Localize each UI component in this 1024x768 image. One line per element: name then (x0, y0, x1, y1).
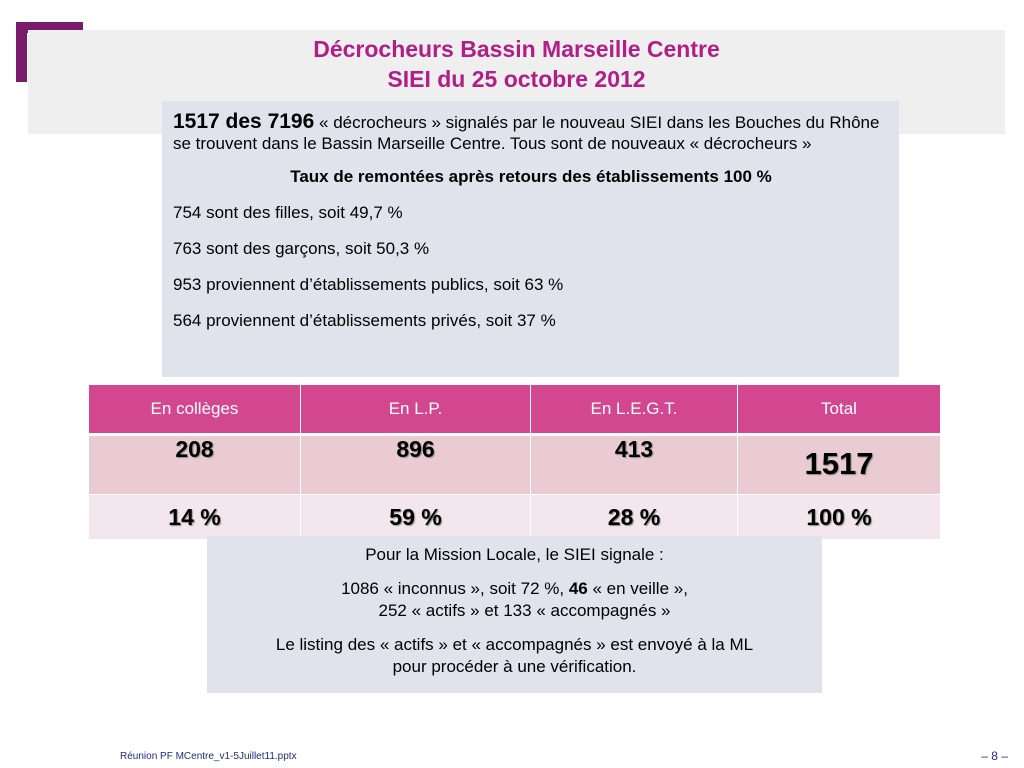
stat-boys: 763 sont des garçons, soit 50,3 % (173, 239, 430, 258)
count-legt: 413 (530, 434, 738, 495)
mission-listing: Le listing des « actifs » et « accompagn… (275, 635, 754, 654)
mission-counts: 1086 « inconnus », soit 72 %, 46 « en ve… (207, 578, 822, 600)
percent-colleges: 14 % (88, 494, 301, 540)
table-header-row: En collèges En L.P. En L.E.G.T. Total (88, 384, 941, 436)
count-total: 1517 (737, 434, 941, 495)
intro-count: 1517 des 7196 (173, 110, 315, 133)
mission-watch-count: 46 (568, 579, 588, 598)
count-colleges: 208 (88, 434, 301, 495)
mission-active: 252 « actifs » et 133 « accompagnés » (378, 601, 671, 620)
mission-locale-box: Pour la Mission Locale, le SIEI signale … (207, 536, 822, 693)
stat-girls: 754 sont des filles, soit 49,7 % (173, 203, 403, 222)
title-line-1: Décrocheurs Bassin Marseille Centre (313, 36, 720, 62)
count-lp: 896 (300, 434, 531, 495)
mission-verification: pour procéder à une vérification. (392, 657, 637, 676)
footer-filename: Réunion PF MCentre_v1-5Juillet11.pptx (120, 751, 297, 762)
page-number: – 8 – (981, 749, 1008, 763)
mission-intro: Pour la Mission Locale, le SIEI signale … (365, 545, 664, 564)
percent-lp: 59 % (300, 494, 531, 540)
header-lp: En L.P. (300, 384, 531, 436)
stat-private: 564 proviennent d’établissements privés,… (173, 311, 556, 330)
return-rate: Taux de remontées après retours des étab… (290, 167, 772, 186)
intro-text: « décrocheurs » signalés par le nouveau … (173, 113, 880, 153)
distribution-table: En collèges En L.P. En L.E.G.T. Total 20… (88, 384, 941, 540)
mission-unknown: 1086 « inconnus », soit 72 %, (341, 579, 569, 598)
header-total: Total (737, 384, 941, 436)
title-line-2: SIEI du 25 octobre 2012 (387, 66, 646, 92)
table-row-counts: 208 896 413 1517 (88, 434, 941, 495)
percent-total: 100 % (737, 494, 941, 540)
header-legt: En L.E.G.T. (530, 384, 738, 436)
percent-legt: 28 % (530, 494, 738, 540)
mission-watch-label: « en veille », (587, 579, 688, 598)
slide-title: Décrocheurs Bassin Marseille Centre SIEI… (28, 34, 1005, 94)
table-row-percents: 14 % 59 % 28 % 100 % (88, 494, 941, 540)
intro-paragraph: 1517 des 7196 « décrocheurs » signalés p… (173, 111, 889, 154)
summary-box: 1517 des 7196 « décrocheurs » signalés p… (162, 101, 899, 377)
corner-bracket-vertical (16, 22, 27, 82)
header-colleges: En collèges (88, 384, 301, 436)
corner-bracket-horizontal (16, 22, 83, 33)
stat-public: 953 proviennent d’établissements publics… (173, 275, 564, 294)
